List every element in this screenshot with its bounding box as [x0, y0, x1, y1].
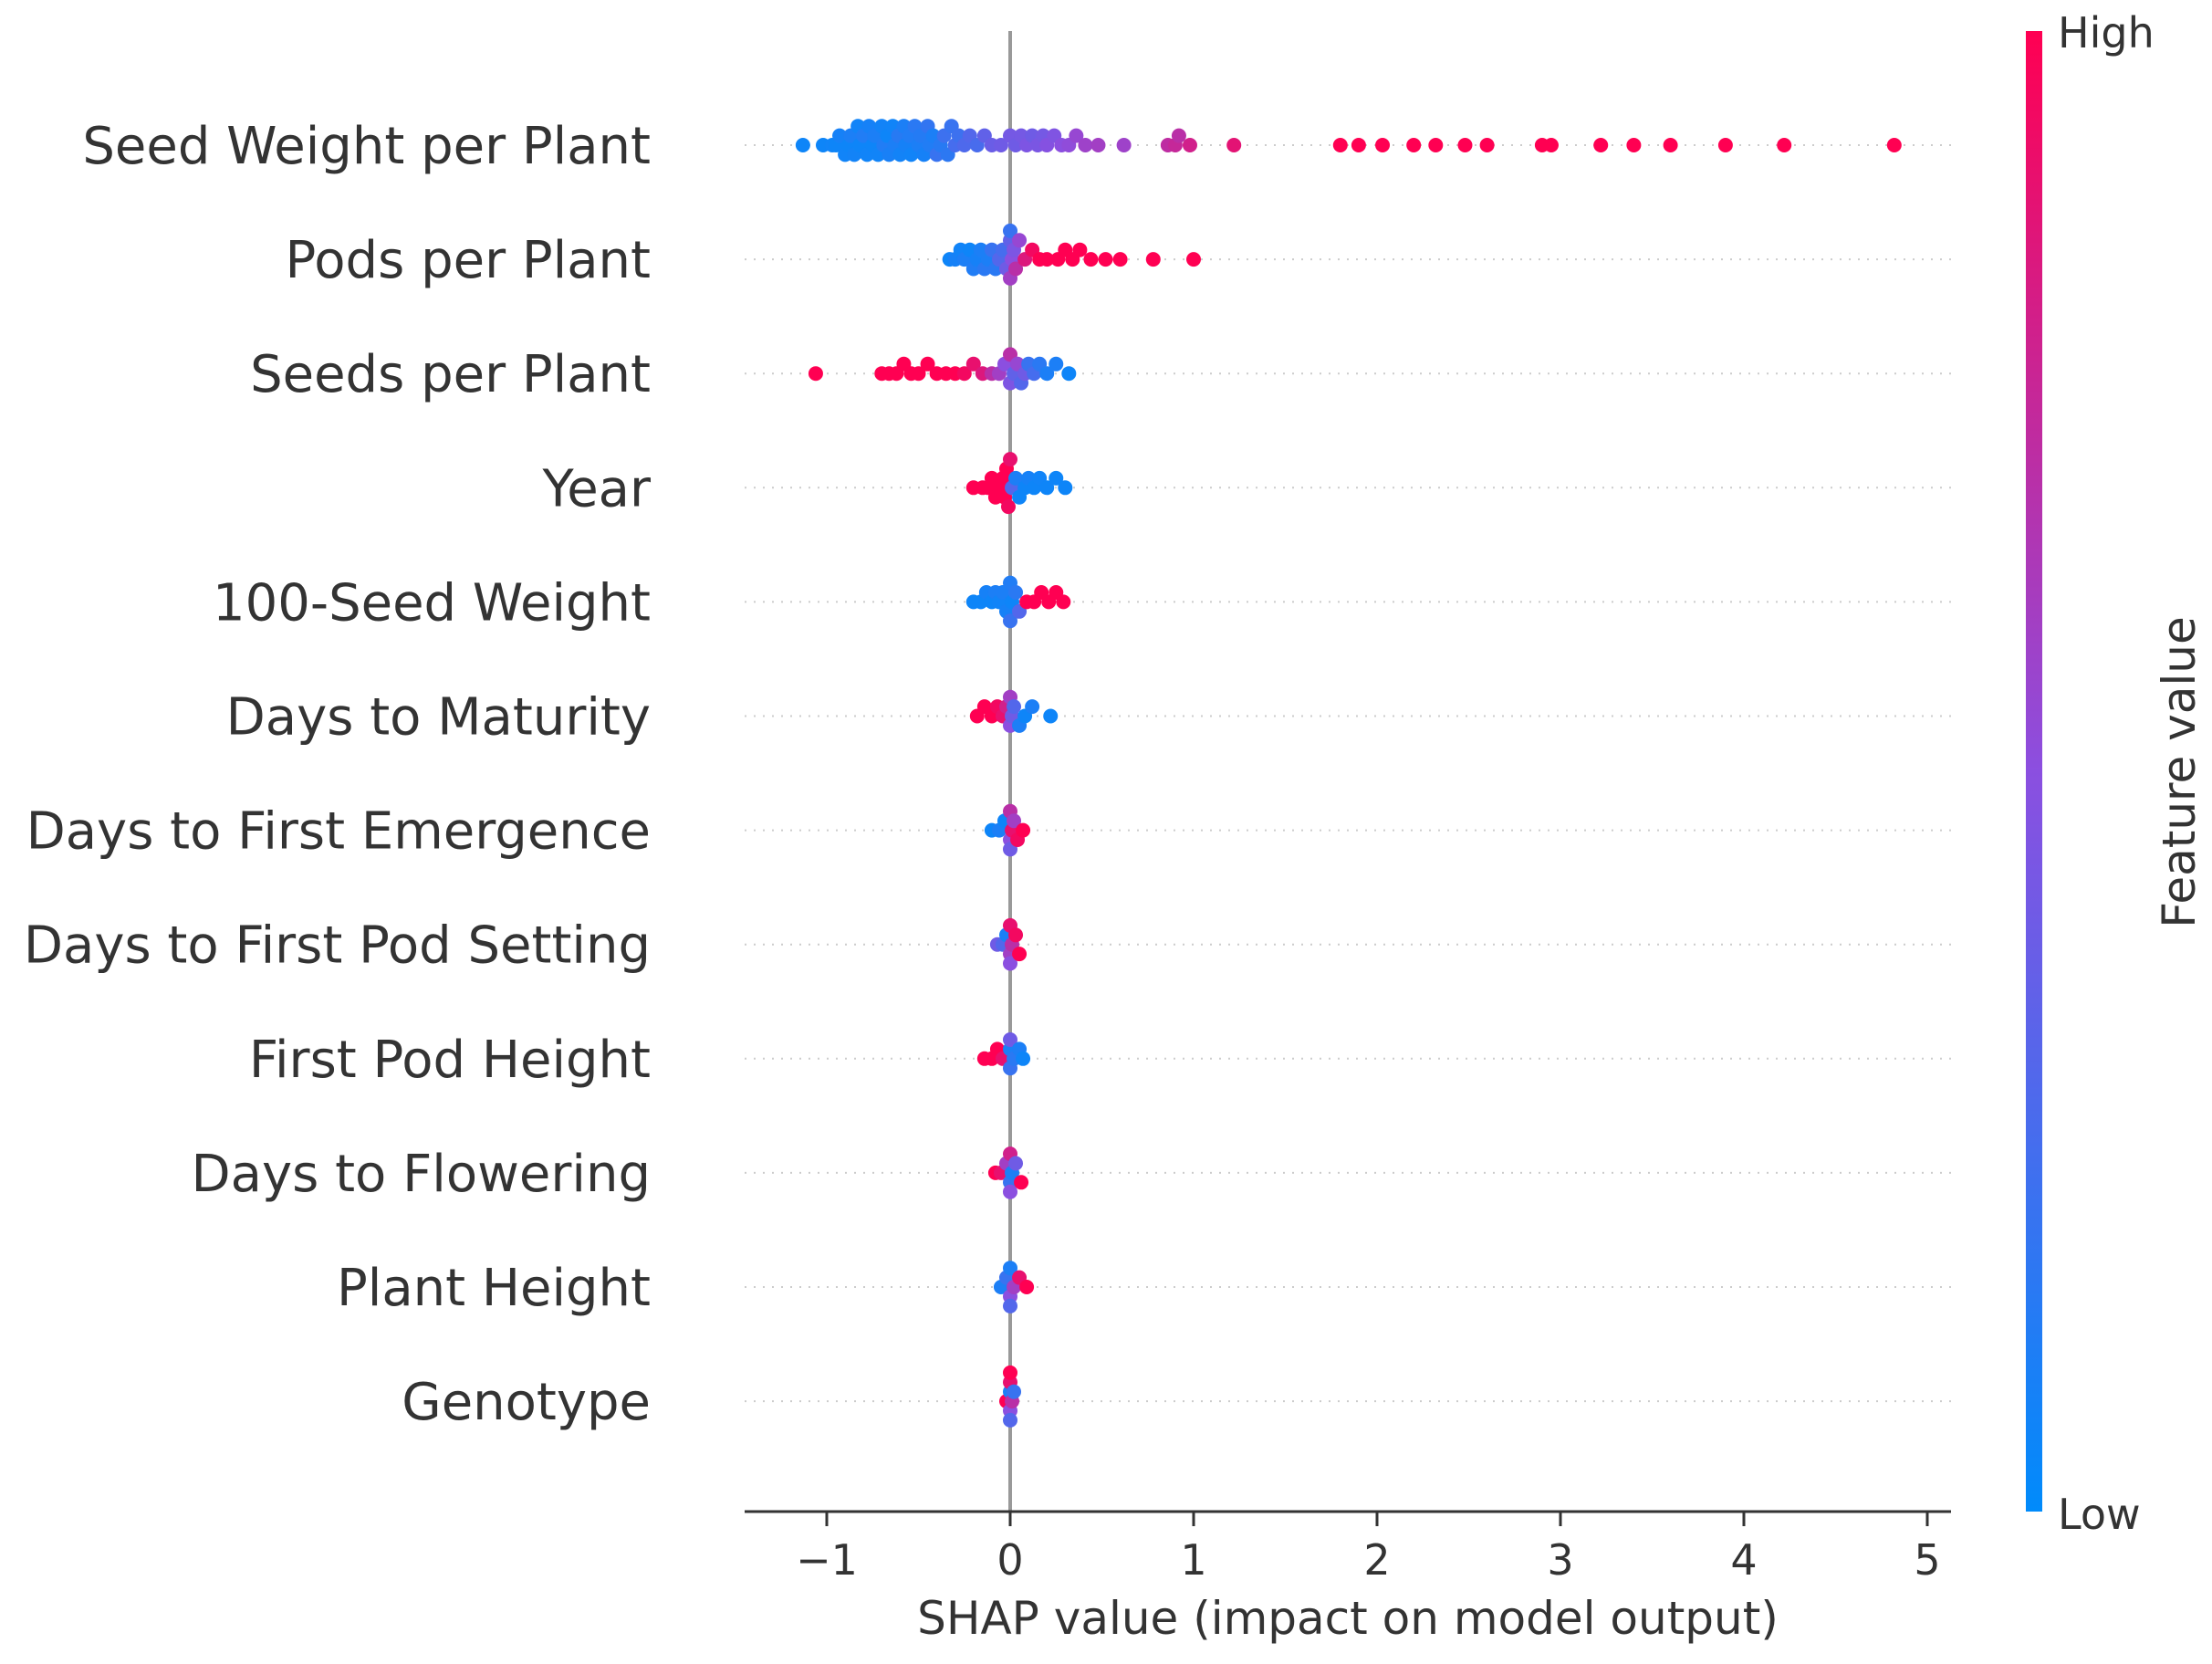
feature-label: Days to Flowering	[192, 1145, 651, 1204]
x-tick-label: −1	[796, 1535, 858, 1585]
colorbar-low-label: Low	[2058, 1490, 2141, 1539]
shap-point	[1351, 138, 1366, 152]
shap-point	[1000, 499, 1016, 515]
x-tick-label: 1	[1180, 1535, 1206, 1585]
feature-label: Genotype	[402, 1373, 651, 1432]
shap-point	[1019, 1280, 1035, 1294]
shap-point	[1003, 1261, 1017, 1276]
x-tick-label: 0	[996, 1535, 1023, 1585]
shap-point	[1186, 252, 1201, 267]
shap-point	[1056, 594, 1071, 610]
shap-point	[1090, 138, 1106, 152]
feature-label: Plant Height	[337, 1259, 651, 1318]
shap-point	[1226, 138, 1242, 152]
shap-point	[1171, 128, 1186, 143]
shap-point	[1003, 1298, 1017, 1313]
shap-point	[1593, 138, 1609, 152]
shap-point	[1061, 366, 1077, 382]
shap-point	[1003, 613, 1017, 629]
shap-point	[1016, 822, 1031, 838]
x-tick-label: 4	[1730, 1535, 1757, 1585]
x-axis-label: SHAP value (impact on model output)	[917, 1592, 1779, 1645]
feature-label: Seeds per Plant	[250, 345, 651, 404]
feature-label: Days to First Pod Setting	[24, 916, 651, 976]
shap-point	[956, 366, 972, 382]
feature-label: 100-Seed Weight	[213, 573, 651, 633]
shap-point	[1007, 699, 1022, 715]
shap-point	[1072, 242, 1088, 257]
shap-point	[1406, 138, 1422, 152]
feature-label: Pods per Plant	[286, 231, 651, 290]
shap-point	[1543, 138, 1559, 152]
shap-point	[1003, 1032, 1017, 1047]
shap-point	[1039, 366, 1055, 382]
shap-point	[1049, 470, 1064, 486]
shap-point	[1003, 1412, 1017, 1428]
feature-label: Year	[541, 459, 652, 518]
shap-point	[1777, 138, 1792, 152]
shap-point	[1457, 138, 1473, 152]
shap-point	[1008, 585, 1024, 600]
shap-point	[911, 366, 926, 382]
shap-point	[1012, 947, 1028, 962]
shap-point	[1428, 138, 1444, 152]
shap-point	[1003, 223, 1017, 238]
shap-point	[1008, 1156, 1024, 1171]
shap-point	[1039, 252, 1055, 267]
shap-point	[1112, 252, 1128, 267]
shap-point	[1016, 1051, 1031, 1066]
shap-point	[1012, 233, 1028, 248]
shap-point	[1058, 480, 1073, 496]
feature-label: Days to Maturity	[226, 688, 651, 748]
shap-point	[1007, 1384, 1022, 1399]
shap-point	[1116, 138, 1132, 152]
shap-point	[1008, 470, 1024, 486]
colorbar-high-label: High	[2058, 8, 2155, 58]
shap-point	[1007, 813, 1022, 829]
feature-label: Seed Weight per Plant	[82, 117, 651, 176]
shap-point	[1717, 138, 1733, 152]
shap-point	[1098, 252, 1113, 267]
shap-point	[1008, 927, 1024, 943]
shap-point	[1886, 138, 1902, 152]
x-tick-label: 5	[1914, 1535, 1940, 1585]
feature-label: First Pod Height	[249, 1031, 651, 1090]
x-tick-label: 2	[1363, 1535, 1390, 1585]
feature-label: Days to First Emergence	[26, 802, 651, 862]
shap-point	[1078, 138, 1093, 152]
shap-point	[1003, 452, 1017, 467]
shap-point	[1479, 138, 1495, 152]
shap-point	[1003, 1184, 1017, 1199]
shap-point	[1626, 138, 1642, 152]
shap-point	[1025, 699, 1040, 715]
shap-point	[1008, 261, 1024, 277]
shap-point	[795, 138, 810, 152]
shap-point	[1332, 138, 1348, 152]
shap-point	[1083, 252, 1099, 267]
shap-point	[1049, 356, 1064, 372]
shap-point	[1003, 1365, 1017, 1380]
shap-point	[1069, 128, 1084, 143]
shap-point	[1014, 1175, 1029, 1190]
x-tick-label: 3	[1547, 1535, 1573, 1585]
colorbar	[2026, 31, 2042, 1512]
shap-point	[1003, 956, 1017, 971]
shap-point	[993, 138, 1008, 152]
shap-point	[1663, 138, 1678, 152]
shap-point	[832, 128, 848, 143]
shap-point	[1375, 138, 1391, 152]
shap-point	[920, 356, 935, 372]
shap-point	[1182, 138, 1197, 152]
shap-point	[1039, 480, 1055, 496]
shap-point	[808, 366, 823, 382]
shap-point	[1043, 708, 1059, 724]
shap-point	[1145, 252, 1161, 267]
shap-point	[965, 356, 981, 372]
colorbar-title: Feature value	[2153, 616, 2206, 927]
